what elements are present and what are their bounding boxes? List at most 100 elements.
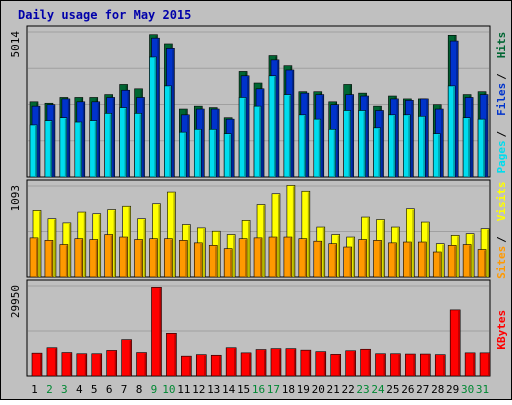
bar-pages-day-3: [59, 117, 68, 178]
bar-kbytes-day-4: [76, 353, 88, 377]
bar-pages-day-19: [298, 114, 307, 178]
bar-shade: [202, 110, 204, 177]
bar-shade: [292, 186, 295, 277]
bar-pages-day-17: [268, 75, 277, 178]
bar-shade: [229, 134, 231, 177]
bar-shade: [454, 246, 456, 277]
bar-pages-day-1: [29, 124, 38, 178]
bar-pages-day-10: [164, 85, 172, 178]
max-value-label: 1093: [9, 185, 22, 212]
bar-sites-day-19: [298, 238, 308, 278]
bar-shade: [143, 219, 146, 277]
x-tick-label-day-4: 4: [76, 383, 83, 396]
chart-title: Daily usage for May 2015: [18, 8, 191, 22]
bar-kbytes-day-9: [151, 287, 162, 377]
axis-label-pages: Pages: [495, 140, 508, 173]
bar-shade: [52, 105, 55, 177]
bar-shade: [184, 133, 186, 177]
series-pages: [29, 56, 486, 178]
bar-shade: [95, 240, 98, 277]
x-tick-label-day-7: 7: [121, 383, 128, 396]
x-tick-label-day-12: 12: [192, 383, 205, 396]
bar-shade: [413, 355, 415, 376]
bar-shade: [260, 238, 262, 277]
bar-shade: [319, 242, 322, 277]
bar-pages-day-27: [418, 115, 426, 178]
bar-pages-day-12: [193, 128, 202, 178]
bar-pages-day-5: [89, 120, 98, 178]
bar-shade: [276, 60, 279, 177]
bar-shade: [110, 235, 113, 277]
bar-shade: [244, 98, 246, 177]
bar-shade: [155, 239, 157, 277]
bar-shade: [69, 353, 72, 376]
bar-shade: [170, 239, 172, 277]
bar-shade: [472, 234, 474, 277]
bar-shade: [351, 95, 354, 177]
x-tick-label-day-19: 19: [297, 383, 310, 396]
bar-shade: [442, 244, 444, 277]
x-tick-label-day-27: 27: [416, 383, 429, 396]
x-tick-label-day-3: 3: [61, 383, 68, 396]
bar-shade: [321, 95, 324, 177]
bar-shade: [306, 94, 309, 177]
bar-sites-day-10: [164, 238, 173, 278]
bar-shade: [98, 214, 101, 277]
bar-shade: [169, 86, 171, 177]
bar-shade: [38, 107, 40, 177]
bar-shade: [259, 107, 261, 177]
bar-shade: [412, 209, 414, 277]
bar-shade: [40, 354, 42, 376]
x-tick-label-day-25: 25: [386, 383, 399, 396]
bar-shade: [468, 118, 470, 177]
bar-shade: [83, 213, 86, 277]
bar-shade: [307, 192, 310, 277]
bar-pages-day-22: [343, 110, 351, 178]
bar-shade: [278, 349, 281, 376]
bar-shade: [397, 228, 399, 277]
bar-kbytes-day-12: [195, 354, 207, 377]
bar-shade: [364, 240, 367, 277]
bar-shade: [487, 229, 489, 277]
bar-shade: [337, 235, 340, 277]
max-value-label: 5014: [9, 31, 22, 58]
bar-pages-day-14: [223, 133, 232, 178]
bar-pages-day-18: [283, 94, 292, 178]
bar-shade: [383, 354, 386, 376]
bar-shade: [230, 249, 232, 277]
bar-shade: [469, 245, 471, 277]
bar-shade: [218, 232, 220, 277]
bar-shade: [273, 76, 276, 177]
x-tick-label-day-2: 2: [46, 383, 53, 396]
x-tick-label-day-5: 5: [91, 383, 98, 396]
bar-shade: [99, 354, 102, 376]
bar-shade: [54, 348, 57, 376]
x-tick-label-day-8: 8: [136, 383, 143, 396]
bar-shade: [424, 243, 426, 277]
bar-sites-day-21: [328, 243, 338, 278]
x-tick-label-day-9: 9: [151, 383, 158, 396]
bar-pages-day-2: [44, 120, 53, 178]
bar-shade: [159, 288, 161, 376]
bar-shade: [82, 102, 85, 177]
bar-shade: [334, 244, 337, 277]
x-tick-label-day-6: 6: [106, 383, 113, 396]
bar-shade: [144, 353, 147, 376]
bar-shade: [142, 98, 145, 177]
series-kbytes: [31, 287, 491, 377]
bar-sites-day-25: [388, 242, 397, 278]
bar-shade: [36, 238, 38, 277]
bar-shade: [129, 340, 132, 376]
bar-shade: [248, 221, 250, 277]
bar-shade: [453, 86, 455, 177]
bar-kbytes-day-5: [91, 353, 103, 377]
x-tick-label-day-14: 14: [222, 383, 236, 396]
bar-kbytes-day-13: [210, 354, 222, 377]
x-tick-label-day-31: 31: [476, 383, 489, 396]
bar-shade: [291, 70, 294, 177]
bar-shade: [189, 357, 191, 376]
bar-shade: [338, 355, 341, 376]
bar-shade: [396, 99, 398, 177]
bar-pages-day-21: [328, 128, 337, 178]
